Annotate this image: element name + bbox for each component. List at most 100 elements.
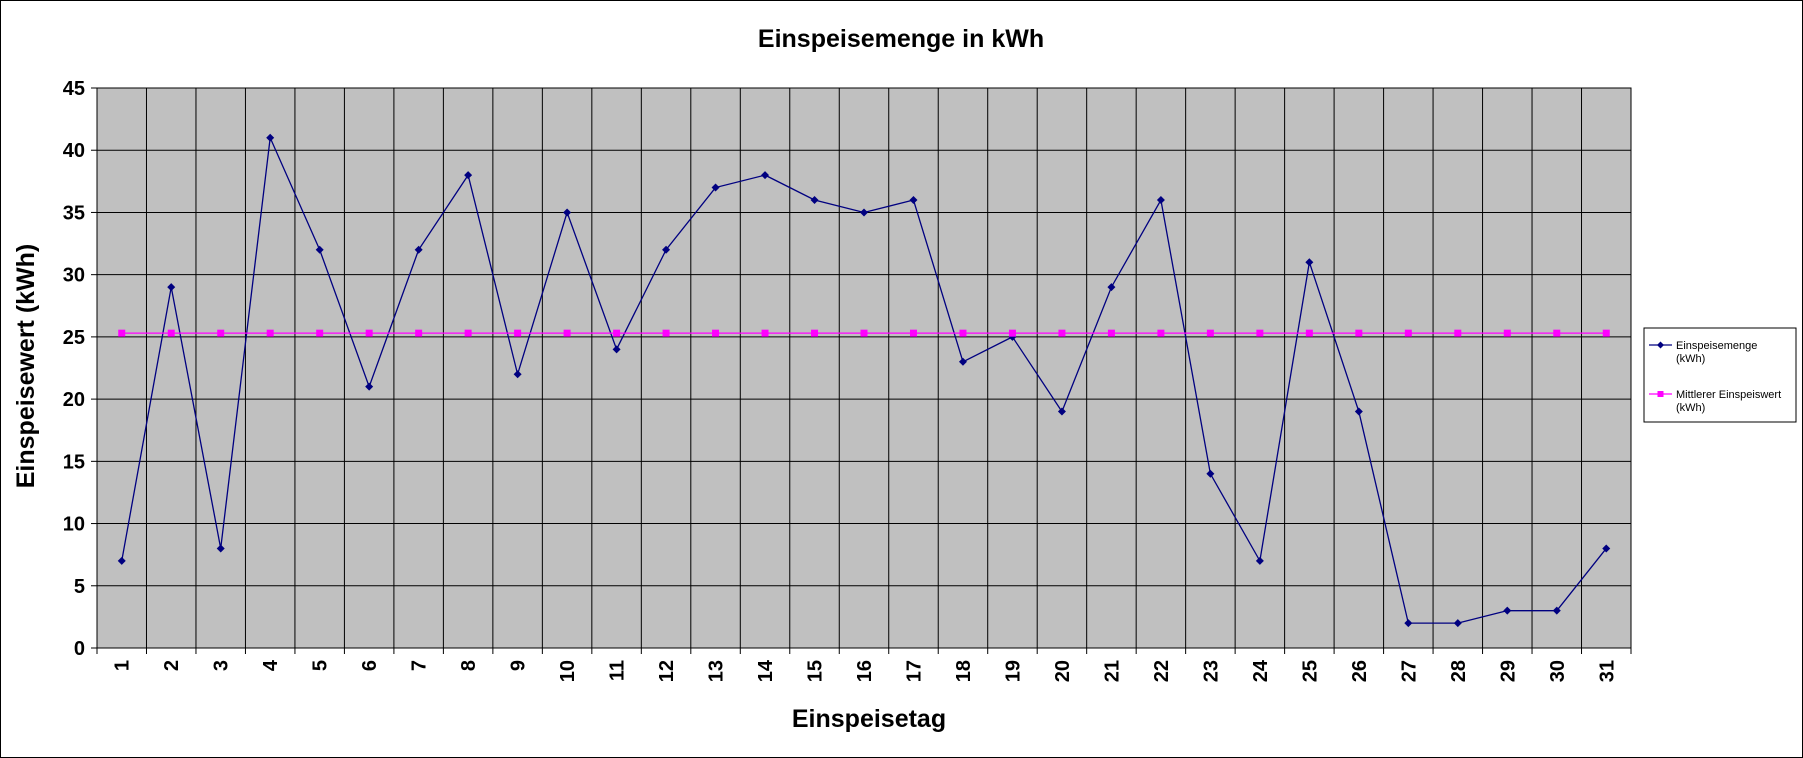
x-tick-label: 13 — [706, 660, 728, 682]
x-tick-label: 1 — [112, 660, 134, 671]
x-tick-label: 26 — [1349, 660, 1371, 682]
x-tick-label: 2 — [161, 660, 183, 671]
data-point-1 — [464, 171, 473, 180]
data-point-2 — [1503, 329, 1511, 337]
x-axis-label: Einspeisetag — [792, 705, 946, 733]
x-tick-label: 23 — [1200, 660, 1222, 682]
legend-marker-1 — [1657, 341, 1664, 349]
x-tick-label: 31 — [1596, 660, 1618, 682]
data-point-2 — [1553, 329, 1561, 337]
x-tick-label: 14 — [755, 659, 777, 682]
data-point-2 — [959, 329, 967, 337]
x-tick-label: 29 — [1497, 660, 1519, 682]
chart-title: Einspeisemenge in kWh — [758, 25, 1044, 53]
data-point-2 — [464, 329, 472, 337]
data-point-1 — [563, 208, 572, 217]
legend-label: (kWh) — [1676, 353, 1705, 365]
data-point-2 — [1256, 329, 1264, 337]
data-point-2 — [167, 329, 175, 337]
plot-background — [96, 87, 1632, 649]
data-point-1 — [1206, 469, 1215, 478]
legend-label: (kWh) — [1676, 402, 1705, 414]
x-tick-label: 6 — [359, 660, 381, 671]
data-point-2 — [761, 329, 769, 337]
data-point-2 — [1602, 329, 1610, 337]
data-point-1 — [1404, 619, 1413, 628]
data-point-1 — [1255, 556, 1264, 565]
x-tick-label: 21 — [1101, 660, 1123, 682]
data-point-1 — [1156, 196, 1165, 204]
data-point-2 — [909, 329, 917, 337]
x-tick-label: 11 — [607, 660, 629, 681]
x-tick-label: 30 — [1547, 660, 1569, 682]
data-point-2 — [860, 329, 868, 337]
data-point-1 — [612, 345, 621, 354]
data-point-2 — [712, 329, 720, 337]
legend-box — [1643, 327, 1797, 423]
data-point-1 — [711, 183, 720, 192]
x-tick-label: 15 — [805, 660, 827, 682]
data-point-1 — [414, 245, 423, 254]
data-point-2 — [563, 329, 571, 337]
x-tick-label: 16 — [854, 660, 876, 682]
data-point-1 — [513, 370, 522, 379]
y-tick-label: 5 — [74, 576, 85, 598]
data-point-2 — [1107, 329, 1115, 337]
data-point-1 — [1503, 606, 1512, 615]
x-tick-label: 24 — [1250, 659, 1272, 682]
data-point-1 — [1305, 258, 1314, 267]
y-tick-label: 10 — [63, 514, 85, 536]
y-tick-label: 40 — [63, 140, 85, 162]
data-point-1 — [761, 171, 770, 180]
data-point-1 — [1453, 619, 1462, 628]
x-tick-label: 5 — [310, 660, 332, 671]
x-tick-label: 4 — [260, 659, 282, 671]
legend-label: Einspeisemenge — [1676, 340, 1757, 352]
data-point-1 — [216, 544, 225, 553]
x-tick-label: 17 — [903, 660, 925, 682]
x-tick-label: 28 — [1448, 660, 1470, 682]
data-point-1 — [958, 357, 967, 366]
data-point-2 — [118, 329, 126, 337]
x-tick-label: 9 — [508, 660, 530, 671]
data-point-2 — [217, 329, 225, 337]
data-point-2 — [1305, 329, 1313, 337]
data-point-1 — [810, 196, 819, 204]
y-tick-label: 30 — [63, 265, 85, 287]
data-point-1 — [1354, 407, 1363, 416]
data-point-1 — [315, 245, 324, 254]
y-axis-label: Einspeisewert (kWh) — [12, 244, 40, 489]
data-point-2 — [365, 329, 373, 337]
y-tick-label: 0 — [74, 638, 85, 660]
x-tick-label: 12 — [656, 660, 678, 682]
data-point-1 — [1107, 283, 1116, 292]
data-point-2 — [415, 329, 423, 337]
x-tick-label: 20 — [1052, 660, 1074, 682]
data-point-1 — [909, 196, 918, 204]
data-point-2 — [1157, 329, 1165, 337]
data-point-1 — [266, 133, 275, 142]
data-point-2 — [1008, 329, 1016, 337]
y-tick-label: 45 — [63, 78, 85, 100]
data-point-2 — [266, 329, 274, 337]
data-point-1 — [662, 245, 671, 254]
data-point-2 — [1058, 329, 1066, 337]
x-tick-label: 7 — [409, 660, 431, 671]
data-point-1 — [860, 208, 868, 217]
y-tick-label: 25 — [63, 327, 85, 349]
x-tick-label: 25 — [1299, 660, 1321, 682]
x-tick-label: 27 — [1398, 660, 1420, 682]
data-point-1 — [1552, 606, 1561, 615]
data-point-2 — [1454, 329, 1462, 337]
data-point-2 — [514, 329, 522, 337]
legend-marker-2 — [1657, 391, 1664, 397]
data-point-2 — [662, 329, 670, 337]
data-point-1 — [117, 556, 126, 565]
data-point-1 — [365, 382, 374, 391]
data-point-2 — [613, 329, 621, 337]
x-tick-label: 8 — [458, 660, 480, 671]
data-point-2 — [1355, 329, 1363, 337]
data-point-2 — [316, 329, 324, 337]
x-tick-label: 10 — [557, 660, 579, 682]
